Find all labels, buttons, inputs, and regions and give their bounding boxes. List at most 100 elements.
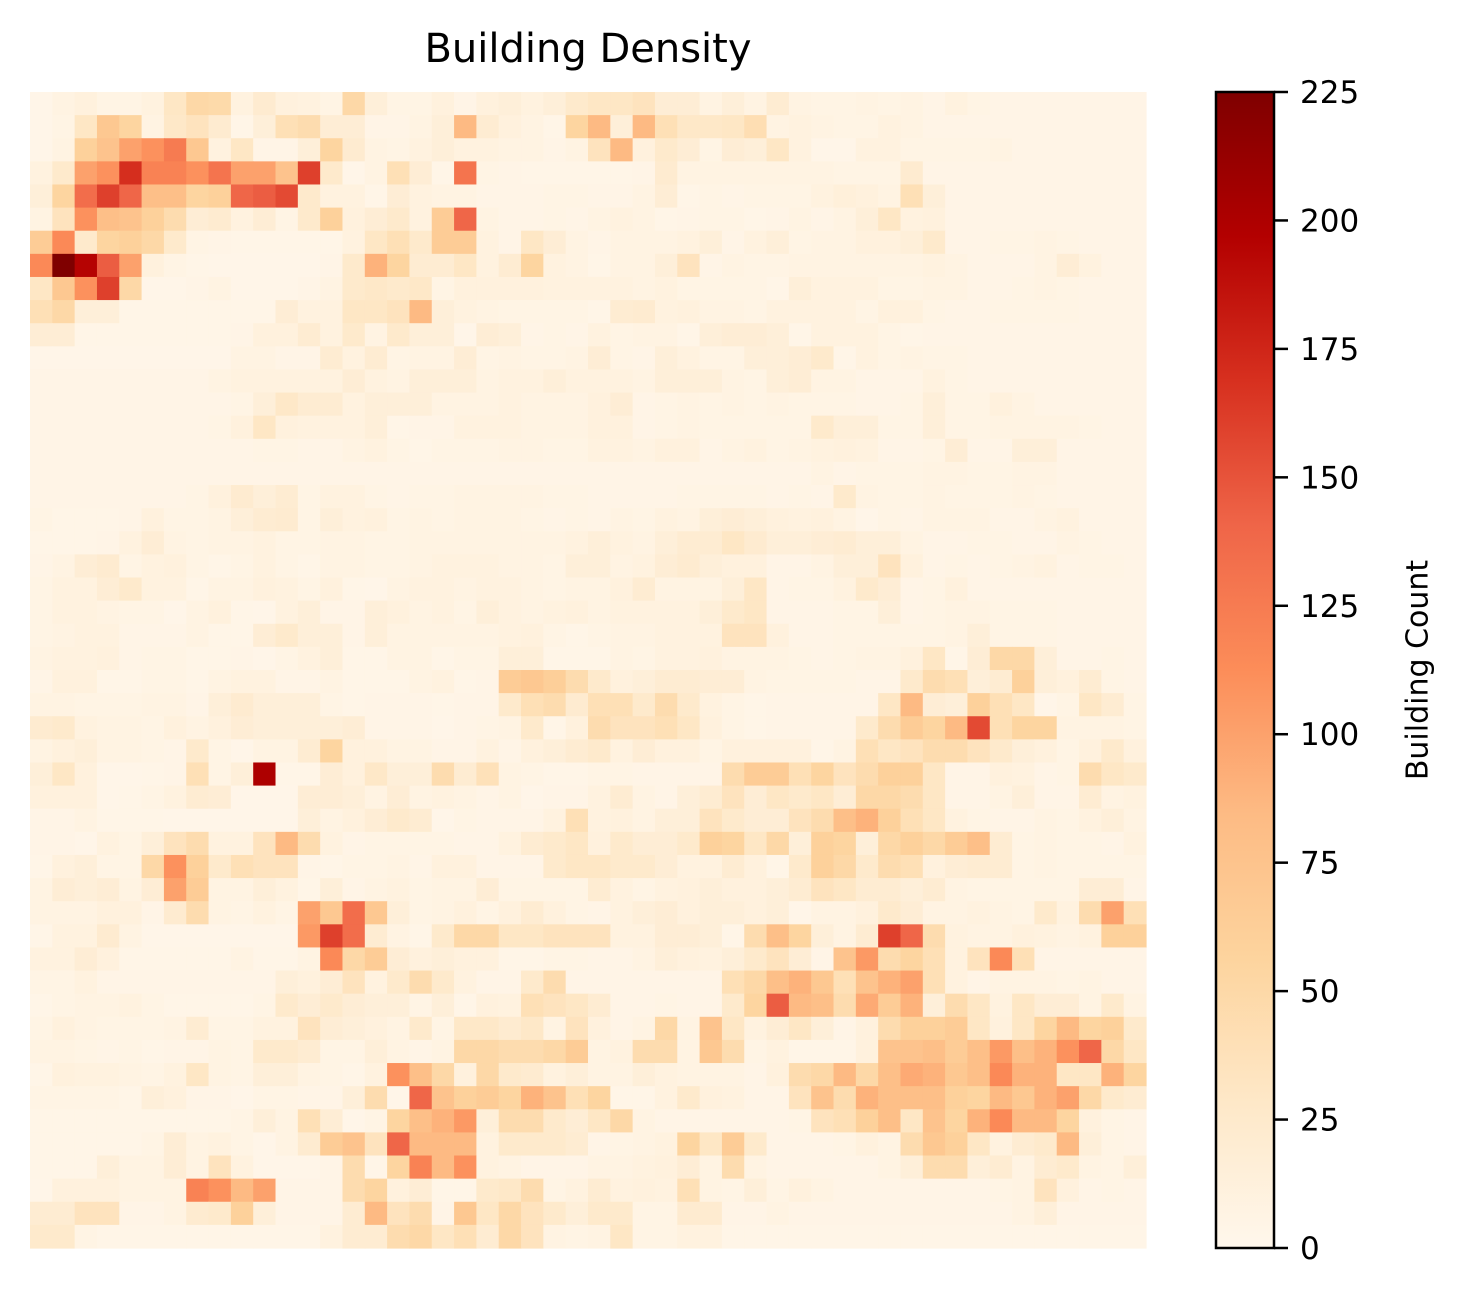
heatmap-cell [186,461,210,486]
heatmap-cell [387,230,411,255]
heatmap-cell [297,1224,321,1249]
heatmap-cell [788,785,812,810]
heatmap-cell [989,646,1013,671]
heatmap-cell [431,184,455,209]
heatmap-cell [833,623,857,648]
heatmap-cell [52,739,76,764]
heatmap-cell [811,138,835,162]
heatmap-cell [878,693,902,717]
heatmap-cell [74,831,98,856]
heatmap-cell [811,1086,835,1110]
heatmap-cell [297,970,321,995]
heatmap-cell [565,1039,589,1064]
heatmap-cell [900,577,924,602]
heatmap-cell [1101,138,1125,162]
heatmap-cell [476,693,500,717]
heatmap-cell [320,600,344,625]
heatmap-cell [1123,878,1147,902]
heatmap-cell [320,323,344,347]
heatmap-cell [208,970,232,995]
heatmap-cell [654,1016,678,1041]
heatmap-cell [967,253,991,278]
heatmap-cell [74,693,98,717]
heatmap-cell [632,1063,656,1087]
heatmap-cell [900,92,924,116]
heatmap-cell [208,161,232,186]
heatmap-cell [230,92,254,116]
heatmap-cell [163,1109,187,1133]
heatmap-cell [52,531,76,555]
heatmap-cell [989,947,1013,972]
heatmap-cell [945,1155,969,1180]
heatmap-cell [163,554,187,579]
heatmap-cell [297,1178,321,1203]
heatmap-cell [342,115,366,139]
heatmap-cell [654,670,678,694]
heatmap-cell [878,554,902,579]
heatmap-cell [476,739,500,764]
heatmap-cell [476,947,500,972]
heatmap-cell [431,138,455,162]
heatmap-cell [610,670,634,694]
colorbar-tick-label: 175 [1300,332,1359,368]
heatmap-cell [1079,554,1102,579]
heatmap-cell [855,854,879,879]
heatmap-cell [163,646,187,671]
heatmap-cell [945,346,969,371]
heatmap-cell [230,854,254,879]
heatmap-cell [96,461,120,486]
heatmap-cell [811,947,835,972]
heatmap-cell [1012,1086,1035,1110]
heatmap-cell [1079,369,1102,394]
heatmap-cell [119,623,143,648]
heatmap-cell [454,369,477,394]
heatmap-cell [1056,831,1080,856]
heatmap-cell [878,230,902,255]
heatmap-cell [744,670,768,694]
heatmap-cell [141,276,165,301]
heatmap-cell [364,693,388,717]
heatmap-cell [610,600,634,625]
heatmap-cell [945,392,969,417]
heatmap-cell [721,1201,745,1226]
heatmap-cell [721,461,745,486]
heatmap-cell [1123,485,1147,509]
heatmap-cell [208,415,232,440]
heatmap-cell [1012,253,1035,278]
heatmap-cell [387,1155,411,1180]
heatmap-cell [141,230,165,255]
heatmap-cell [632,831,656,856]
heatmap-cell [364,716,388,740]
heatmap-cell [721,300,745,324]
heatmap-cell [1079,1063,1102,1087]
heatmap-cell [476,716,500,740]
heatmap-cell [297,184,321,209]
heatmap-cell [96,831,120,856]
heatmap-cell [811,253,835,278]
heatmap-cell [96,1039,120,1064]
heatmap-cell [1012,878,1035,902]
heatmap-cell [1056,1109,1080,1133]
heatmap-cell [1101,1016,1125,1041]
heatmap-cell [320,947,344,972]
heatmap-cell [811,207,835,232]
heatmap-cell [320,739,344,764]
heatmap-cell [163,369,187,394]
heatmap-cell [186,1178,210,1203]
heatmap-cell [96,577,120,602]
heatmap-cell [208,808,232,833]
heatmap-cell [788,577,812,602]
heatmap-cell [922,415,946,440]
heatmap-cell [498,970,522,995]
heatmap-cell [30,623,53,648]
heatmap-cell [275,831,299,856]
heatmap-cell [364,878,388,902]
heatmap-cell [632,346,656,371]
heatmap-cell [721,1086,745,1110]
heatmap-cell [543,1063,567,1087]
heatmap-cell [208,115,232,139]
heatmap-cell [1101,415,1125,440]
heatmap-cell [744,438,768,463]
heatmap-cell [565,276,589,301]
heatmap-cell [342,438,366,463]
